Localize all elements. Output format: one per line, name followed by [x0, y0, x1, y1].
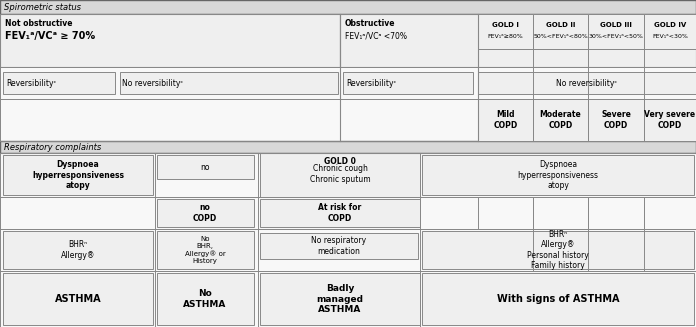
Text: No
ASTHMA: No ASTHMA — [183, 289, 227, 309]
Bar — [533, 14, 588, 49]
Text: FEV₁ᵃ/VCᵃ <70%: FEV₁ᵃ/VCᵃ <70% — [345, 31, 407, 41]
Text: GOLD II: GOLD II — [546, 22, 575, 28]
Bar — [478, 99, 533, 141]
Bar — [260, 153, 420, 197]
Bar — [478, 197, 533, 229]
Bar — [340, 67, 478, 99]
Text: With signs of ASTHMA: With signs of ASTHMA — [497, 294, 619, 304]
Text: Moderate
COPD: Moderate COPD — [539, 110, 581, 130]
Bar — [260, 233, 418, 259]
Text: Respiratory complaints: Respiratory complaints — [4, 143, 101, 151]
Text: FEV₁ᵃ<30%: FEV₁ᵃ<30% — [652, 35, 688, 40]
Bar — [0, 0, 696, 14]
Bar — [588, 197, 644, 229]
Bar — [533, 197, 588, 229]
Text: No reversibilityᶜ: No reversibilityᶜ — [122, 78, 183, 88]
Bar — [422, 155, 694, 195]
Bar — [644, 99, 696, 141]
Text: Chronic cough
Chronic sputum: Chronic cough Chronic sputum — [310, 164, 370, 184]
Bar — [157, 199, 254, 227]
Bar — [3, 273, 153, 325]
Bar — [3, 155, 153, 195]
Bar — [0, 197, 696, 229]
Text: GOLD 0: GOLD 0 — [324, 157, 356, 165]
Bar — [157, 273, 254, 325]
Bar — [0, 99, 478, 141]
Bar — [0, 67, 340, 99]
Text: GOLD III: GOLD III — [600, 22, 632, 28]
Bar — [0, 271, 696, 327]
Bar — [0, 141, 696, 153]
Bar — [644, 197, 696, 229]
Text: no
COPD: no COPD — [193, 203, 217, 223]
Bar — [422, 231, 694, 269]
Text: ASTHMA: ASTHMA — [55, 294, 102, 304]
Text: BHRⁿ
Allergy®
Personal history
Family history: BHRⁿ Allergy® Personal history Family hi… — [527, 230, 589, 270]
Bar — [343, 72, 473, 94]
Text: Obstructive: Obstructive — [345, 20, 395, 28]
Bar — [157, 231, 254, 269]
Text: Dyspnoea
hyperresponsiveness
atopy: Dyspnoea hyperresponsiveness atopy — [518, 160, 599, 190]
Bar — [260, 199, 420, 227]
Bar — [478, 72, 696, 94]
Bar — [3, 231, 153, 269]
Bar — [3, 72, 115, 94]
Text: FEV₁ᵃ/VCᵃ ≥ 70%: FEV₁ᵃ/VCᵃ ≥ 70% — [5, 31, 95, 41]
Text: Reversibilityᶜ: Reversibilityᶜ — [6, 78, 56, 88]
Text: No reversibilityᶜ: No reversibilityᶜ — [556, 78, 617, 88]
Text: Severe
COPD: Severe COPD — [601, 110, 631, 130]
Bar — [644, 14, 696, 49]
Bar — [260, 273, 420, 325]
Text: 30%<FEV₁ᵃ<50%: 30%<FEV₁ᵃ<50% — [589, 35, 643, 40]
Bar — [533, 99, 588, 141]
Bar — [0, 229, 696, 271]
Bar — [0, 153, 696, 197]
Text: Dyspnoea
hyperresponsiveness
atopy: Dyspnoea hyperresponsiveness atopy — [32, 160, 124, 190]
Text: Mild
COPD: Mild COPD — [493, 110, 518, 130]
Bar — [478, 14, 533, 49]
Bar — [340, 14, 696, 67]
Bar — [157, 155, 254, 179]
Bar — [422, 273, 694, 325]
Text: Very severe
COPD: Very severe COPD — [644, 110, 695, 130]
Bar — [478, 67, 696, 99]
Text: At risk for
COPD: At risk for COPD — [318, 203, 362, 223]
Bar — [0, 14, 340, 67]
Text: Not obstructive: Not obstructive — [5, 20, 72, 28]
Bar — [588, 14, 644, 49]
Text: Reversibilityᶜ: Reversibilityᶜ — [346, 78, 396, 88]
Bar — [120, 72, 338, 94]
Text: No respiratory
medication: No respiratory medication — [311, 236, 367, 256]
Bar — [588, 99, 644, 141]
Text: BHRⁿ
Allergy®: BHRⁿ Allergy® — [61, 240, 95, 260]
Text: GOLD I: GOLD I — [492, 22, 519, 28]
Text: Spirometric status: Spirometric status — [4, 3, 81, 11]
Text: GOLD IV: GOLD IV — [654, 22, 686, 28]
Text: 50%<FEV₁ᵃ<80%: 50%<FEV₁ᵃ<80% — [533, 35, 588, 40]
Text: no: no — [200, 163, 209, 171]
Text: Badly
managed
ASTHMA: Badly managed ASTHMA — [317, 284, 363, 314]
Text: No
BHR,
Allergy® or
History: No BHR, Allergy® or History — [184, 236, 226, 264]
Text: FEV₁ᵃ≥80%: FEV₁ᵃ≥80% — [488, 35, 523, 40]
